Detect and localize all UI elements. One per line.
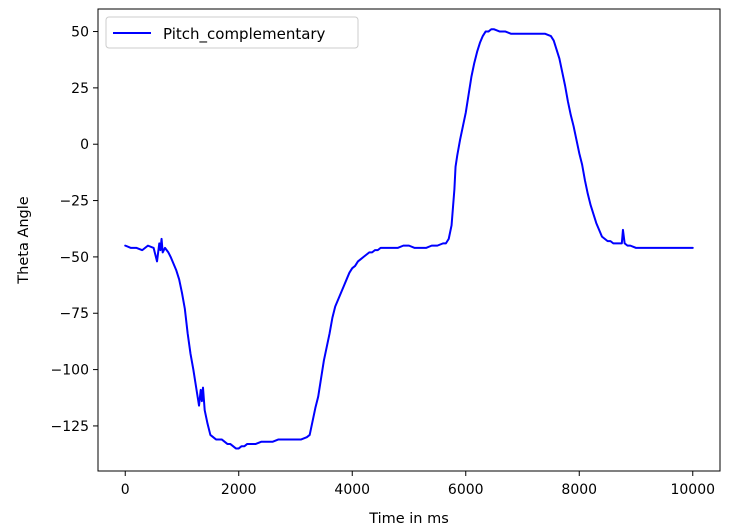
plot-layer bbox=[124, 28, 694, 450]
y-tick-label: 25 bbox=[71, 81, 89, 97]
y-tick-label: −25 bbox=[59, 194, 89, 210]
x-axis-label: Time in ms bbox=[368, 511, 449, 527]
y-tick-label: 0 bbox=[80, 137, 89, 153]
axes-frame bbox=[97, 8, 721, 472]
legend-label: Pitch_complementary bbox=[163, 25, 326, 44]
y-tick-label: −125 bbox=[51, 419, 89, 435]
x-axis-ticks: 0 2000 4000 6000 8000 10000 bbox=[121, 471, 715, 498]
y-tick-label: 50 bbox=[71, 25, 89, 41]
x-tick-label: 8000 bbox=[561, 482, 597, 498]
y-axis-ticks: 50 25 0 −25 −50 −75 −100 −125 bbox=[51, 25, 98, 435]
x-tick-label: 10000 bbox=[670, 482, 715, 498]
y-tick-label: −50 bbox=[59, 250, 89, 266]
x-tick-label: 6000 bbox=[448, 482, 484, 498]
x-tick-label: 2000 bbox=[221, 482, 257, 498]
y-axis-label: Theta Angle bbox=[16, 196, 32, 284]
x-tick-label: 0 bbox=[121, 482, 130, 498]
y-tick-label: −100 bbox=[51, 363, 89, 379]
series-line-pitch-complementary bbox=[124, 28, 694, 450]
legend: Pitch_complementary bbox=[105, 16, 359, 49]
y-tick-label: −75 bbox=[59, 306, 89, 322]
legend-box bbox=[105, 16, 359, 49]
x-tick-label: 4000 bbox=[334, 482, 370, 498]
